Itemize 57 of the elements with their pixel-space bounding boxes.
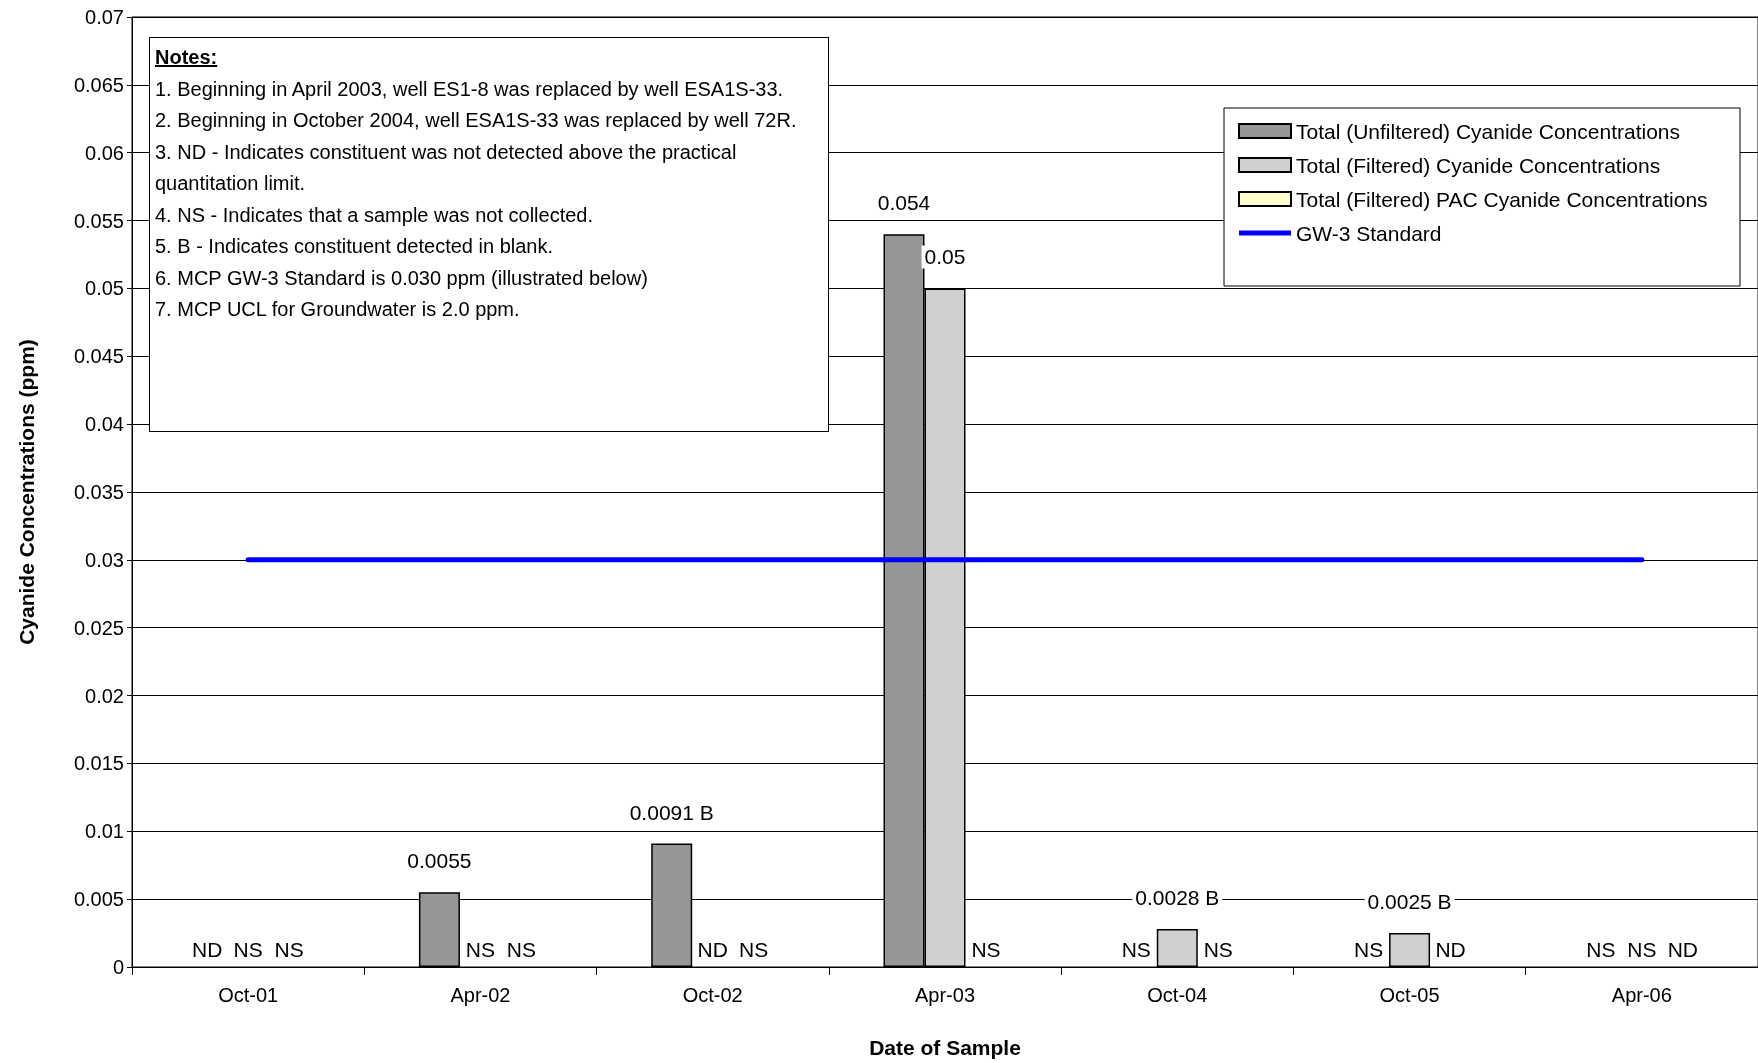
text: NS (971, 938, 1001, 961)
y-axis-title: Cyanide Concentrations (ppm) (15, 339, 38, 645)
x-tick-label: Oct-02 (682, 984, 743, 1006)
y-tick-label: 0.065 (73, 73, 124, 96)
legend-label: GW-3 Standard (1296, 221, 1442, 245)
text: ND (1435, 938, 1466, 961)
y-tick-label: 0.015 (73, 752, 124, 775)
text: NS (465, 938, 496, 961)
annotation: 1. Beginning in April 2003, well ES1-8 was replaced by well ESA1S-33. (155, 76, 785, 102)
text: NS (1586, 938, 1616, 961)
text: NS (1627, 938, 1657, 961)
y-tick-label: 0.05 (85, 277, 124, 300)
text: ND (191, 938, 223, 961)
y-tick-label: 0.07 (85, 6, 124, 28)
text: ND (1667, 938, 1699, 961)
y-tick-label: 0.025 (73, 616, 124, 639)
y-tick-label: 0.055 (73, 209, 124, 232)
text: NS (739, 938, 769, 961)
x-tick-label: Apr-06 (1611, 984, 1672, 1006)
data-label: 0.054 (877, 191, 931, 215)
text: NS (1203, 938, 1233, 961)
x-tick-label: Oct-05 (1379, 984, 1440, 1006)
x-axis-title: Date of Sample (869, 1036, 1021, 1059)
text: ND (697, 938, 728, 961)
legend-label: Total (Filtered) Cyanide Concentrations (1296, 153, 1661, 177)
text: NS (506, 938, 537, 961)
y-tick-label: 0.01 (85, 820, 124, 843)
annotation: 4. NS - Indicates that a sample was not collected. (155, 202, 594, 228)
text: NS (233, 938, 263, 961)
y-tick-label: 0 (112, 956, 124, 978)
data-label: 0.0028 B (1135, 886, 1220, 909)
annotation: 2. Beginning in October 2004, well ESA1S-33 was replaced by well 72R. (155, 108, 798, 133)
x-tick-label: Apr-03 (914, 984, 976, 1006)
y-tick-label: 0.03 (85, 548, 124, 571)
annotation: 5. B - Indicates constituent detected in blank. (155, 234, 555, 259)
legend-label: Total (Filtered) PAC Cyanide Concentrations (1296, 187, 1708, 211)
y-tick-label: 0.06 (85, 141, 124, 164)
annotation: 3. ND - Indicates constituent was not detected above the practical quantitation limit. (155, 139, 738, 196)
y-tick-label: 0.005 (73, 888, 124, 911)
annotation: 7. MCP UCL for Groundwater is 2.0 ppm. (155, 297, 521, 322)
annotation: 6. MCP GW-3 Standard is 0.030 ppm (illustrated below) (155, 265, 649, 291)
x-tick-label: Apr-02 (450, 984, 511, 1006)
x-tick-label: Oct-01 (218, 984, 279, 1006)
text: NS (1353, 938, 1384, 961)
y-tick-label: 0.045 (73, 345, 124, 368)
y-tick-label: 0.04 (85, 413, 124, 436)
x-tick-label: Oct-04 (1147, 984, 1208, 1006)
annotation: Notes: (155, 45, 219, 70)
legend-label: Total (Unfiltered) Cyanide Concentrations (1296, 119, 1681, 143)
y-tick-label: 0.02 (85, 684, 124, 707)
data-label: 0.0055 (407, 849, 472, 873)
data-label: 0.05 (924, 245, 966, 269)
data-label: 0.0025 B (1367, 890, 1452, 914)
data-label: 0.0091 B (629, 800, 714, 824)
y-tick-label: 0.035 (73, 481, 124, 503)
text: NS (274, 938, 304, 961)
text: NS (1121, 938, 1151, 961)
